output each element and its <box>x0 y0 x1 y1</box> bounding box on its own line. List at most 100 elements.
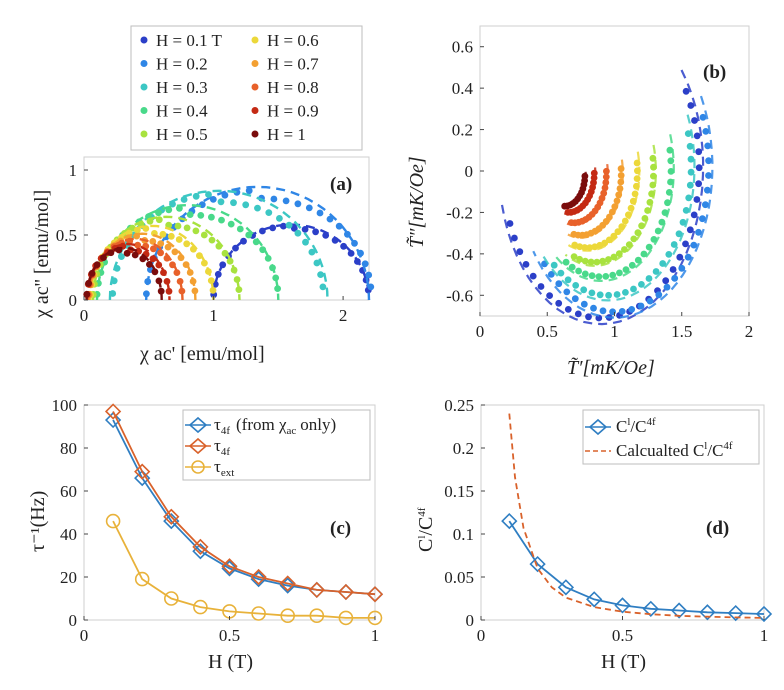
b-point <box>516 248 524 256</box>
b-point <box>616 269 623 277</box>
a-point <box>209 286 217 294</box>
a-point <box>365 271 373 279</box>
b-point <box>705 172 712 179</box>
c-marker-1-1 <box>134 463 151 480</box>
a-point <box>207 277 215 284</box>
b-point <box>581 244 589 251</box>
c-marker-1-9 <box>366 586 384 603</box>
b-point <box>695 180 702 188</box>
a-point <box>312 228 319 236</box>
a-point <box>183 240 191 248</box>
a-ytick-label-1: 0.5 <box>56 226 77 245</box>
c-line-2 <box>112 520 375 619</box>
a-xtick-label-2: 2 <box>339 306 348 325</box>
a-point <box>313 259 321 267</box>
b-point <box>611 203 619 211</box>
a-point <box>230 266 238 274</box>
d-marker-2 <box>557 579 575 596</box>
panel-c-marks <box>104 403 384 626</box>
b-point <box>610 253 618 261</box>
b-point <box>702 127 710 135</box>
b-point <box>669 266 677 273</box>
b-fit-2 <box>542 114 696 302</box>
panel-d-label: (d) <box>706 518 729 539</box>
panel-b-xlabel: T̃′[mK/Oe] <box>567 356 655 379</box>
panel-d-ticks: 0 0.5 1 0 0.05 0.1 0.15 0.2 0.25 <box>444 396 768 645</box>
b-point <box>655 291 663 299</box>
b-point <box>564 306 572 313</box>
a-point <box>100 254 107 261</box>
a-point <box>150 245 157 253</box>
b-point <box>590 304 597 312</box>
b-point <box>633 175 641 183</box>
a-point <box>340 242 347 250</box>
a-point <box>240 237 247 245</box>
d-ytick-label-5: 0.25 <box>444 396 474 415</box>
c-marker-2-9 <box>367 610 383 626</box>
a-point <box>294 200 302 208</box>
a-point <box>276 215 283 222</box>
a-xtick-label-0: 0 <box>80 306 89 325</box>
c-xtick-label-1: 0.5 <box>219 626 240 645</box>
b-point <box>625 211 632 219</box>
a-point <box>232 244 239 252</box>
b-xtick-label-0: 0 <box>476 322 485 341</box>
b-point <box>670 241 678 248</box>
b-point <box>650 163 657 171</box>
a-point <box>215 242 223 250</box>
b-point <box>591 243 599 251</box>
b-point <box>679 218 687 226</box>
b-point <box>590 169 598 177</box>
a-point <box>233 276 241 283</box>
a-point <box>186 211 194 219</box>
b-point <box>702 201 709 209</box>
b-point <box>662 277 670 285</box>
b-point <box>564 209 572 216</box>
c-marker-1-5 <box>250 568 267 586</box>
a-point <box>272 274 280 282</box>
a-point <box>302 238 309 246</box>
b-point <box>615 191 623 199</box>
b-point <box>615 250 623 257</box>
a-xtick-label-1: 1 <box>209 306 218 325</box>
b-point <box>633 182 640 190</box>
b-point <box>621 217 629 225</box>
b-point <box>634 229 642 237</box>
a-point <box>236 225 244 233</box>
a-point <box>226 257 234 265</box>
b-point <box>617 172 625 179</box>
d-legend-2: Calcualted Cl/C4f <box>616 440 733 460</box>
b-point <box>664 199 671 207</box>
panel-b-marks <box>500 69 714 326</box>
a-point <box>367 283 375 291</box>
b-point <box>652 268 660 275</box>
a-point <box>176 204 183 212</box>
b-point <box>562 258 570 266</box>
b-point <box>682 87 690 95</box>
b-point <box>666 146 674 154</box>
b-point <box>665 189 673 196</box>
a-point <box>157 287 165 295</box>
a-point <box>85 279 92 287</box>
a-point <box>208 213 215 221</box>
a-point <box>301 226 309 233</box>
legend-top: H = 0.1 T H = 0.2 H = 0.3 H = 0.4 H = 0.5 H =… <box>130 25 363 151</box>
a-point <box>163 254 171 262</box>
panel-a-ticks: 0 1 2 0 0.5 1 <box>56 161 348 325</box>
a-point <box>175 236 183 243</box>
panel-b-label: (b) <box>703 62 726 83</box>
panel-b-ticks: 0 0.5 1 1.5 2 -0.6 -0.4 -0.2 0 0.2 0.4 0.6 <box>446 38 753 341</box>
a-point <box>115 246 123 254</box>
b-ytick-label-2: -0.2 <box>446 203 473 222</box>
d-xtick-label-0: 0 <box>477 626 486 645</box>
c-marker-2-0 <box>105 513 121 529</box>
d-ytick-label-0: 0 <box>466 611 475 630</box>
a-point <box>155 261 163 269</box>
a-point <box>93 261 101 268</box>
legend-marker-4 <box>140 130 148 138</box>
b-point <box>682 207 690 214</box>
a-point <box>123 249 131 257</box>
b-point <box>628 306 636 313</box>
a-point <box>322 232 330 239</box>
b-point <box>645 243 653 251</box>
